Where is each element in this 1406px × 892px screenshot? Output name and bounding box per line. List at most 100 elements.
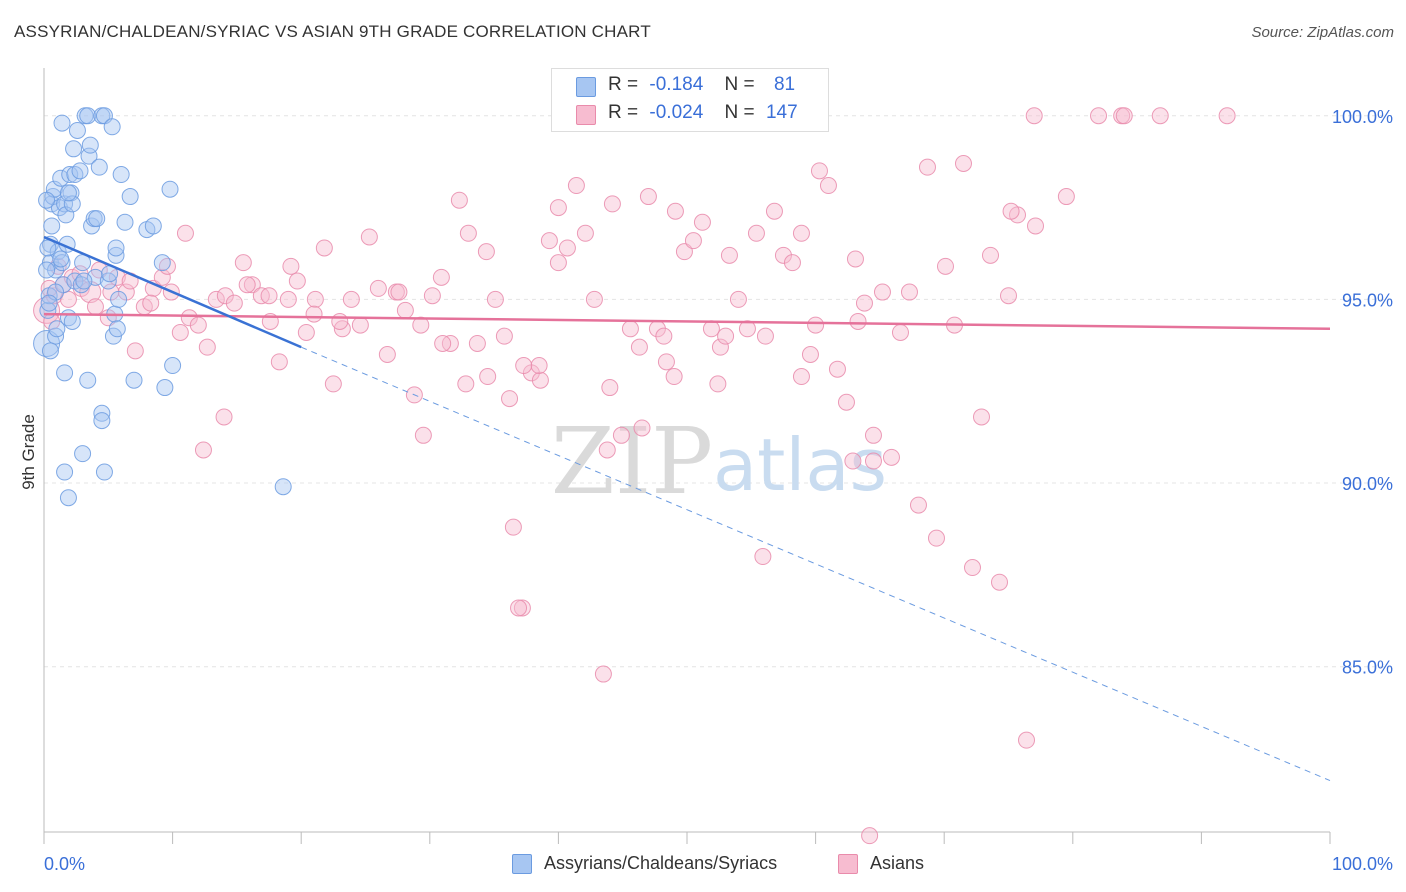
point-assyrians: [74, 445, 92, 463]
point-asians: [861, 827, 879, 845]
point-asians: [180, 309, 198, 327]
point-assyrians: [39, 239, 57, 257]
point-assyrians: [43, 217, 61, 235]
point-asians: [630, 338, 648, 356]
point-asians: [504, 518, 522, 536]
point-asians: [510, 599, 528, 617]
point-asians: [189, 316, 207, 334]
point-assyrians: [61, 166, 79, 184]
point-asians: [331, 312, 349, 330]
point-asians: [774, 246, 792, 264]
legend-swatch-asians: [576, 105, 596, 125]
point-asians: [501, 390, 519, 408]
point-asians: [601, 379, 619, 397]
point-asians: [846, 250, 864, 268]
x-tick-label-left: 0.0%: [44, 854, 85, 874]
point-assyrians: [125, 371, 143, 389]
legend-n-label: N =: [724, 74, 755, 95]
point-assyrians: [65, 140, 83, 158]
point-asians: [238, 276, 256, 294]
point-asians: [927, 529, 945, 547]
point-asians: [477, 243, 495, 261]
point-asians: [828, 360, 846, 378]
point-assyrians: [75, 272, 93, 290]
legend-r-value: -0.184: [649, 74, 704, 95]
point-asians: [432, 268, 450, 286]
point-asians: [900, 283, 918, 301]
point-asians: [486, 290, 504, 308]
point-assyrians: [41, 342, 59, 360]
point-asians: [558, 239, 576, 257]
point-assyrians: [81, 136, 99, 154]
point-assyrians: [79, 371, 97, 389]
axes: [43, 68, 1331, 844]
legend-label-assyrians: Assyrians/Chaldeans/Syriacs: [544, 853, 778, 873]
point-asians: [567, 177, 585, 195]
legend-n-value: 81: [773, 74, 796, 95]
point-asians: [515, 357, 533, 375]
point-asians: [279, 290, 297, 308]
point-assyrians: [68, 121, 86, 139]
legend-n-label: N =: [724, 102, 755, 123]
point-asians: [849, 312, 867, 330]
point-asians: [639, 188, 657, 206]
data-points: [33, 107, 1236, 845]
point-asians: [990, 573, 1008, 591]
point-assyrians: [40, 294, 58, 312]
point-asians: [918, 158, 936, 176]
point-asians: [666, 202, 684, 220]
point-asians: [342, 290, 360, 308]
point-assyrians: [63, 312, 81, 330]
point-asians: [153, 268, 171, 286]
point-asians: [540, 232, 558, 250]
point-assyrians: [144, 217, 162, 235]
point-asians: [198, 338, 216, 356]
point-asians: [86, 298, 104, 316]
point-assyrians: [107, 239, 125, 257]
point-asians: [390, 283, 408, 301]
point-asians: [378, 346, 396, 363]
point-asians: [297, 323, 315, 341]
point-asians: [612, 426, 630, 444]
point-asians: [530, 357, 548, 375]
x-tick-label-right: 100.0%: [1332, 854, 1393, 874]
trend-lines: [43, 235, 1331, 782]
point-asians: [873, 283, 891, 301]
point-asians: [513, 599, 531, 617]
y-tick-label: 100.0%: [1332, 107, 1393, 127]
point-asians: [459, 224, 477, 242]
point-asians: [1151, 107, 1169, 125]
point-asians: [126, 342, 144, 360]
point-assyrians: [93, 404, 111, 422]
point-asians: [549, 254, 567, 272]
y-tick-label: 90.0%: [1342, 474, 1393, 494]
point-asians: [837, 393, 855, 411]
point-asians: [1002, 202, 1020, 220]
point-asians: [576, 224, 594, 242]
point-asians: [479, 368, 497, 386]
point-asians: [207, 290, 225, 308]
point-asians: [972, 408, 990, 426]
point-asians: [243, 276, 261, 294]
point-assyrians: [90, 158, 108, 176]
point-assyrians: [79, 107, 97, 125]
point-asians: [306, 290, 324, 308]
point-asians: [792, 368, 810, 386]
point-asians: [981, 246, 999, 264]
point-assyrians: [47, 283, 65, 301]
point-asians: [633, 419, 651, 437]
point-asians: [215, 408, 233, 426]
point-asians: [414, 426, 432, 444]
point-assyrians: [153, 254, 171, 272]
point-assyrians: [274, 478, 292, 496]
point-assyrians: [116, 213, 134, 231]
point-asians: [801, 346, 819, 363]
point-asians: [549, 199, 567, 217]
legend-swatch-asians: [838, 854, 858, 874]
point-asians: [412, 316, 430, 334]
point-asians: [360, 228, 378, 246]
legend-swatch-assyrians: [576, 77, 596, 97]
point-asians: [684, 232, 702, 250]
point-asians: [747, 224, 765, 242]
point-asians: [423, 287, 441, 305]
